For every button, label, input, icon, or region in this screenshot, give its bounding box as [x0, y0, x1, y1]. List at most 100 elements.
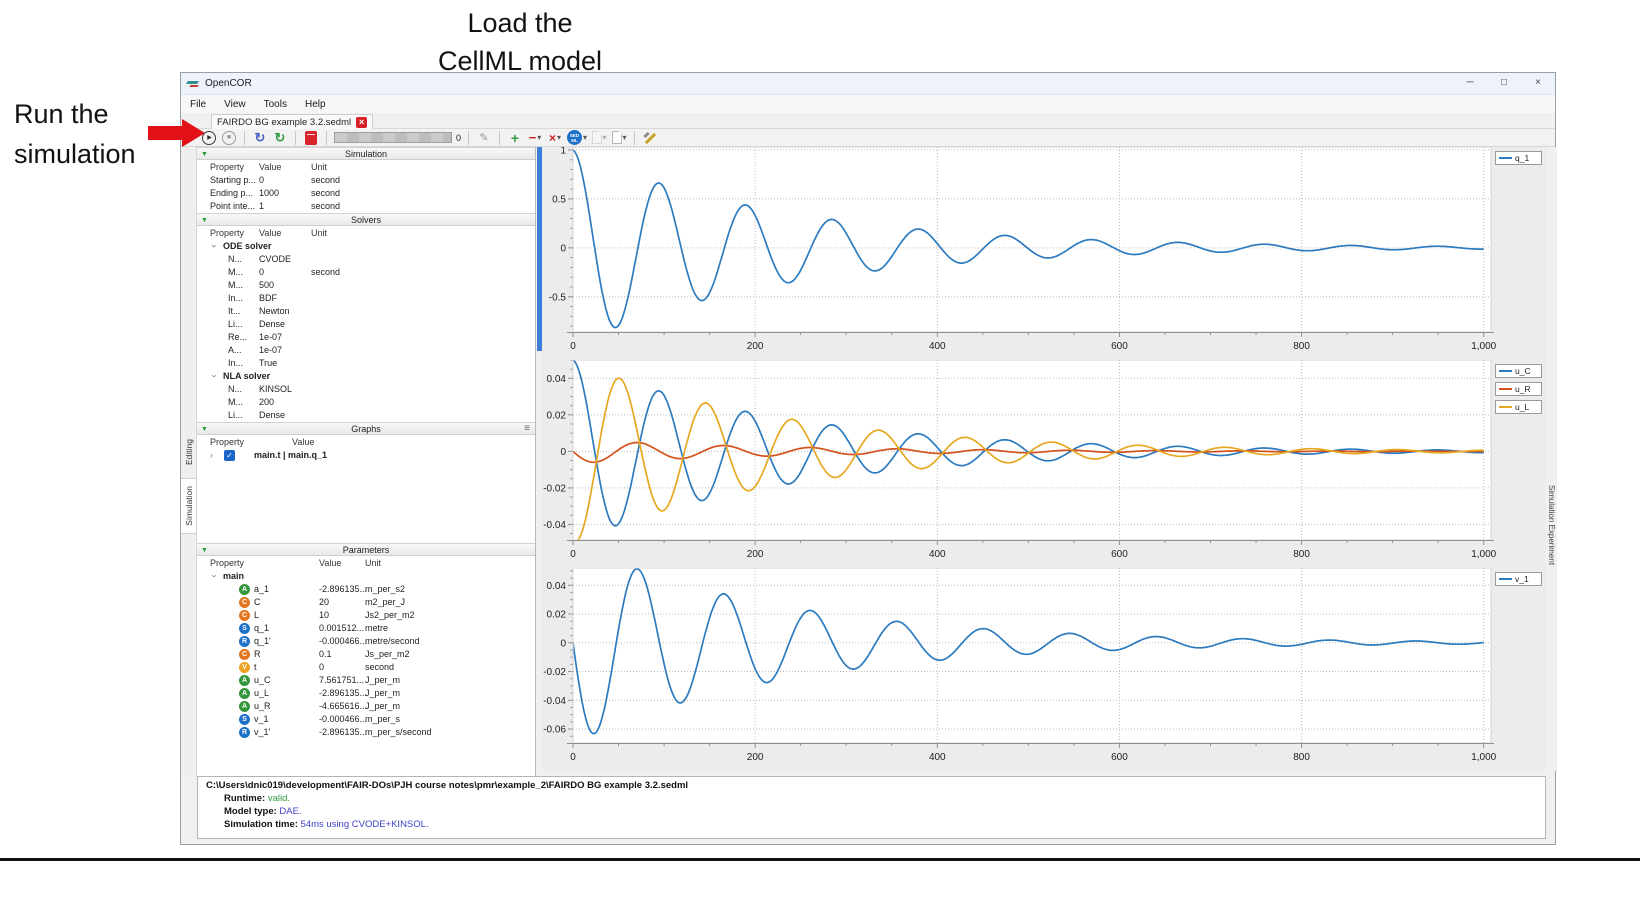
menu-view[interactable]: View	[224, 98, 246, 110]
delete-results-button[interactable]	[303, 130, 319, 146]
file-tab[interactable]: FAIRDO BG example 3.2.sedml ×	[211, 114, 374, 129]
chevron-down-icon[interactable]: ›	[209, 574, 220, 578]
graph-checkbox[interactable]: ✓	[224, 450, 235, 461]
menu-file[interactable]: File	[190, 98, 207, 110]
svg-text:-0.02: -0.02	[543, 483, 566, 494]
file-tab-label: FAIRDO BG example 3.2.sedml	[217, 116, 352, 128]
add-graph-panel-button[interactable]: +	[510, 129, 520, 146]
parameter-row[interactable]: C R 0.1 Js_per_m2	[197, 648, 535, 661]
file-tab-bar: FAIRDO BG example 3.2.sedml ×	[181, 113, 1555, 129]
menu-help[interactable]: Help	[304, 98, 326, 110]
chevron-down-icon[interactable]: ›	[209, 244, 220, 248]
cell-property: M...	[228, 280, 243, 290]
toolbar-separator	[499, 130, 501, 145]
section-solvers[interactable]: ▼ Solvers	[197, 213, 535, 226]
solver-property-row[interactable]: In... BDF	[197, 292, 535, 305]
remove-graph-panel-button[interactable]: − ▾	[527, 130, 543, 146]
column-header: Unit	[311, 228, 328, 238]
chart-canvas-0[interactable]: 0 200 400 600 800 1,000 1 0.5 0 -0.5	[542, 145, 1546, 360]
chevron-right-icon[interactable]: ›	[210, 450, 213, 460]
section-graphs[interactable]: ▼ Graphs ≡	[197, 422, 535, 435]
solver-property-row[interactable]: Li... Dense	[197, 409, 535, 422]
section-parameters[interactable]: ▼ Parameters	[197, 543, 535, 556]
solver-property-row[interactable]: M... 500	[197, 279, 535, 292]
simulation-property-row[interactable]: Point inte... 1 second	[197, 200, 535, 213]
solver-property-row[interactable]: A... 1e-07	[197, 344, 535, 357]
reset-parameters-button[interactable]: ↻	[254, 129, 266, 145]
simulation-property-row[interactable]: Ending p... 1000 second	[197, 187, 535, 200]
collapse-triangle-icon[interactable]: ▼	[201, 217, 208, 224]
export-data-button[interactable]: ▾	[591, 130, 607, 146]
mode-tab-editing[interactable]: Editing	[181, 428, 197, 476]
menu-tools[interactable]: Tools	[263, 98, 287, 110]
solver-property-row[interactable]: Li... Dense	[197, 318, 535, 331]
collapse-triangle-icon[interactable]: ▼	[201, 426, 208, 433]
close-button[interactable]: ×	[1535, 77, 1541, 88]
chevron-down-icon[interactable]: ›	[209, 374, 220, 378]
legend-q_1[interactable]: q_1	[1495, 151, 1542, 165]
simulation-property-row[interactable]: Starting p... 0 second	[197, 174, 535, 187]
chart-canvas-1[interactable]: 0 200 400 600 800 1,000 0.04 0.02 0 -0.02 -0.04	[542, 359, 1546, 568]
graph-row[interactable]: › ✓ main.t | main.q_1	[197, 449, 535, 465]
view-tab-simulation-experiment[interactable]: Simulation Experiment	[1547, 485, 1556, 566]
stop-simulation-button[interactable]: ■	[221, 130, 237, 146]
legend-v_1[interactable]: v_1	[1495, 572, 1542, 586]
slide-divider-line	[0, 858, 1640, 861]
export-secondary-button[interactable]: ▾	[611, 130, 627, 146]
parameter-name: u_R	[254, 701, 271, 711]
clear-results-button[interactable]: ↻	[274, 129, 286, 145]
section-simulation[interactable]: ▼ Simulation	[197, 147, 535, 160]
svg-text:-0.06: -0.06	[543, 725, 566, 736]
solver-property-row[interactable]: M... 0 second	[197, 266, 535, 279]
splitter-handle[interactable]	[537, 147, 542, 351]
status-panel: C:\Users\dnic019\development\FAIR-DOs\PJ…	[197, 776, 1546, 839]
remove-graphs-button[interactable]: × ▾	[547, 130, 563, 146]
legend-line-icon	[1499, 370, 1512, 372]
legend-u_R[interactable]: u_R	[1495, 382, 1542, 396]
solver-property-row[interactable]: In... True	[197, 357, 535, 370]
maximize-button[interactable]: □	[1500, 77, 1508, 88]
parameter-row[interactable]: C L 10 Js2_per_m2	[197, 609, 535, 622]
collapse-triangle-icon[interactable]: ▼	[201, 151, 208, 158]
mode-tab-simulation[interactable]: Simulation	[181, 478, 197, 534]
parameters-group-row[interactable]: › main	[197, 570, 535, 583]
svg-text:-0.5: -0.5	[549, 292, 567, 303]
solver-property-row[interactable]: M... 200	[197, 396, 535, 409]
legend-u_L[interactable]: u_L	[1495, 400, 1542, 414]
menu-bar: File View Tools Help	[181, 95, 1555, 113]
cell-property: N...	[228, 254, 243, 264]
graphs-menu-icon[interactable]: ≡	[524, 423, 530, 434]
parameter-row[interactable]: C C 20 m2_per_J	[197, 596, 535, 609]
solver-property-row[interactable]: N... KINSOL	[197, 383, 535, 396]
chart-canvas-2[interactable]: 0 200 400 600 800 1,000 0.04 0.02 0 -0.02 -0.04 -0.…	[542, 567, 1546, 771]
parameter-name: v_1	[254, 714, 269, 724]
series-u_L	[573, 377, 1484, 540]
solver-property-row[interactable]: N... CVODE	[197, 253, 535, 266]
sedml-export-button[interactable]: SED ML ▾	[567, 130, 587, 146]
wand-button[interactable]: ✎	[479, 132, 489, 144]
solver-group-row[interactable]: › ODE solver	[197, 240, 535, 253]
svg-text:1: 1	[560, 147, 566, 156]
legend-u_C[interactable]: u_C	[1495, 364, 1542, 378]
tab-close-icon[interactable]: ×	[356, 116, 368, 128]
solver-group-row[interactable]: › NLA solver	[197, 370, 535, 383]
parameter-name: v_1'	[254, 727, 271, 737]
window-title: OpenCOR	[205, 78, 252, 89]
cell-property: Li...	[228, 319, 243, 329]
collapse-triangle-icon[interactable]: ▼	[201, 547, 208, 554]
minimize-button[interactable]: ─	[1466, 77, 1474, 88]
solver-property-row[interactable]: Re... 1e-07	[197, 331, 535, 344]
title-bar[interactable]: OpenCOR ─ □ ×	[181, 73, 1555, 95]
caret-down-icon: ▾	[537, 133, 542, 142]
preferences-button[interactable]	[642, 130, 658, 146]
solver-property-row[interactable]: It... Newton	[197, 305, 535, 318]
